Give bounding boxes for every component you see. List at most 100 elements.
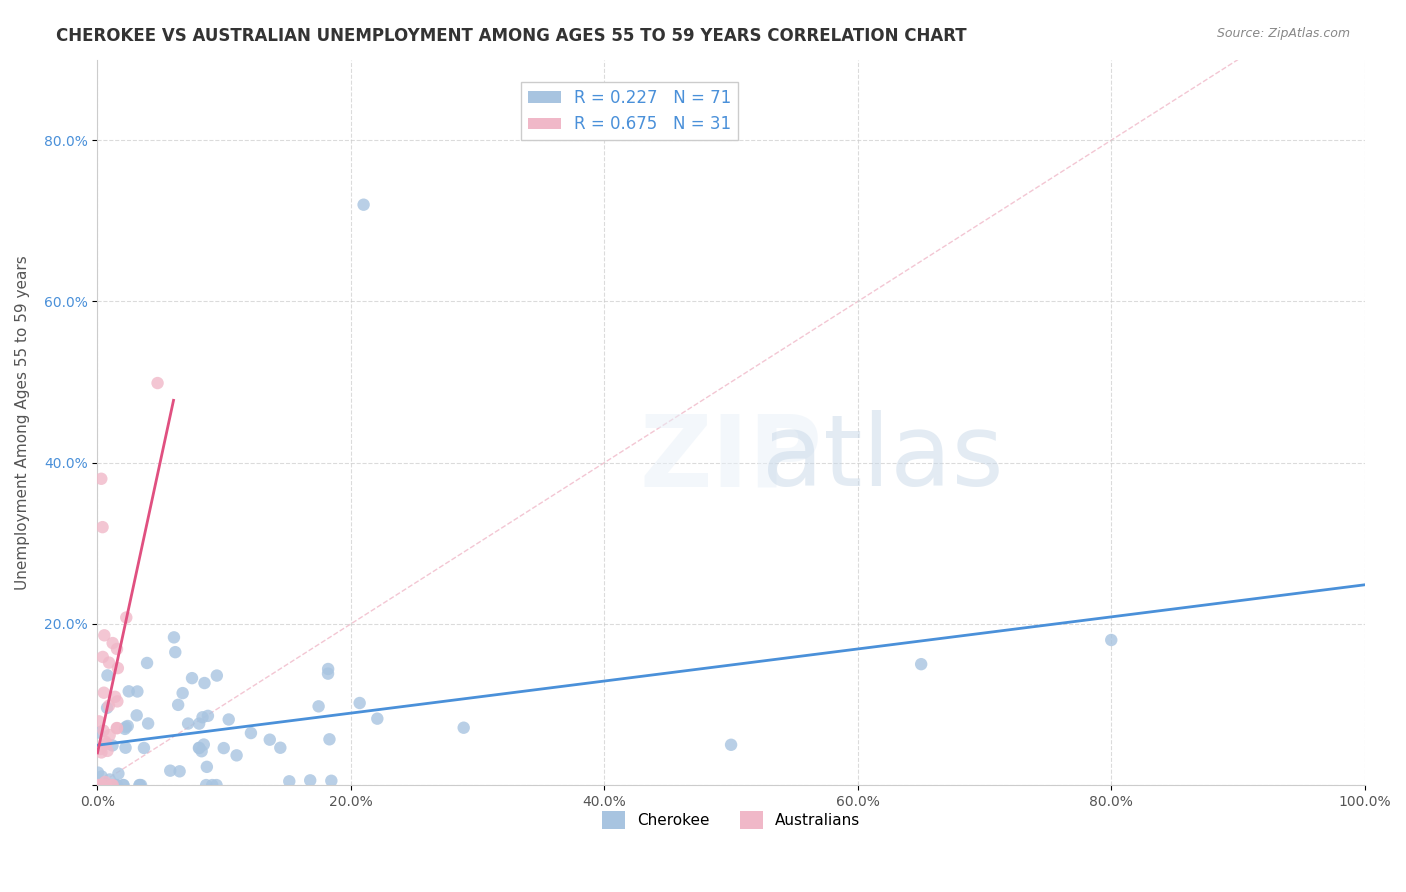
Cherokee [112,778,135,792]
Legend: Cherokee, Australians: Cherokee, Australians [596,805,866,836]
Cherokee [129,778,152,792]
Cherokee [96,701,118,715]
Australians [93,686,115,700]
Cherokee [127,684,149,698]
Australians [89,742,111,756]
Cherokee [308,699,330,714]
Cherokee [96,778,118,792]
Cherokee [159,764,181,778]
Text: Source: ZipAtlas.com: Source: ZipAtlas.com [1216,27,1350,40]
Australians [90,746,112,760]
Cherokee [165,645,187,659]
Australians [87,778,110,792]
Cherokee [195,778,218,792]
Cherokee [316,666,339,681]
Australians [105,721,128,735]
Australians [93,723,115,738]
Cherokee [96,668,118,682]
Cherokee [193,676,215,690]
Australians [105,694,128,708]
Text: atlas: atlas [762,410,1004,508]
Australians [96,744,118,758]
Cherokee [453,721,475,735]
Cherokee [353,197,375,211]
Australians [90,472,112,486]
Australians [101,778,124,792]
Y-axis label: Unemployment Among Ages 55 to 59 years: Unemployment Among Ages 55 to 59 years [15,255,30,590]
Cherokee [321,773,343,788]
Cherokee [318,732,340,747]
Australians [115,610,138,624]
Cherokee [188,740,211,755]
Cherokee [128,778,150,792]
Cherokee [87,765,110,780]
Australians [104,690,127,704]
Cherokee [87,725,110,739]
Cherokee [136,656,159,670]
Cherokee [118,684,141,698]
Australians [98,728,121,742]
Cherokee [104,778,127,792]
Australians [93,628,115,642]
Cherokee [128,778,150,792]
Australians [105,642,128,657]
Cherokee [107,766,129,780]
Cherokee [90,769,112,783]
Cherokee [720,738,742,752]
Cherokee [132,741,155,756]
Cherokee [191,710,214,724]
Text: ZIP: ZIP [640,410,823,508]
Australians [90,778,112,792]
Australians [87,714,110,729]
Cherokee [104,778,127,792]
Cherokee [195,760,218,774]
Cherokee [193,738,215,752]
Cherokee [187,741,209,756]
Cherokee [101,739,124,753]
Cherokee [167,698,190,712]
Australians [94,735,117,749]
Cherokee [89,778,111,792]
Cherokee [1099,632,1122,647]
Cherokee [177,716,200,731]
Australians [98,698,121,713]
Cherokee [98,772,121,787]
Australians [101,778,124,792]
Cherokee [278,774,301,789]
Cherokee [97,778,120,792]
Cherokee [259,732,281,747]
Cherokee [366,712,388,726]
Cherokee [96,778,118,792]
Cherokee [299,773,322,788]
Cherokee [205,668,228,682]
Cherokee [201,778,224,792]
Australians [107,661,129,675]
Australians [90,778,112,792]
Cherokee [115,720,138,734]
Cherokee [197,709,219,723]
Australians [98,656,121,670]
Australians [105,721,128,735]
Text: CHEROKEE VS AUSTRALIAN UNEMPLOYMENT AMONG AGES 55 TO 59 YEARS CORRELATION CHART: CHEROKEE VS AUSTRALIAN UNEMPLOYMENT AMON… [56,27,967,45]
Cherokee [316,662,339,676]
Cherokee [239,726,262,740]
Australians [94,778,117,792]
Australians [146,376,169,390]
Cherokee [349,696,371,710]
Cherokee [169,764,191,779]
Cherokee [172,686,194,700]
Cherokee [136,716,159,731]
Cherokee [225,748,247,763]
Australians [96,737,118,751]
Cherokee [181,671,204,685]
Cherokee [112,778,135,792]
Australians [101,636,124,650]
Cherokee [218,713,240,727]
Cherokee [163,631,186,645]
Cherokee [114,740,136,755]
Cherokee [910,657,932,672]
Cherokee [117,719,139,733]
Cherokee [269,740,291,755]
Cherokee [190,744,212,758]
Australians [91,520,114,534]
